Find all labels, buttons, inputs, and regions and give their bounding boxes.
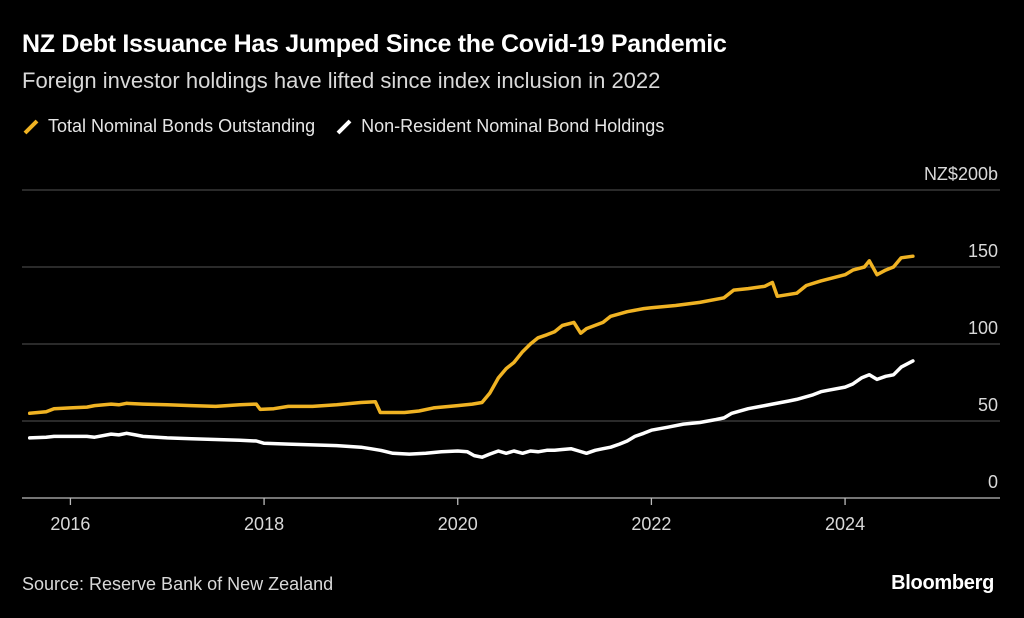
y-tick-label-200: NZ$200b xyxy=(924,164,998,184)
y-tick-label-0: 0 xyxy=(988,472,998,492)
chart-title: NZ Debt Issuance Has Jumped Since the Co… xyxy=(22,30,727,58)
y-tick-label-150: 150 xyxy=(968,241,998,261)
x-tick-label-2022: 2022 xyxy=(631,514,671,534)
y-tick-label-50: 50 xyxy=(978,395,998,415)
legend-item-total: Total Nominal Bonds Outstanding xyxy=(22,116,315,137)
chart-subtitle: Foreign investor holdings have lifted si… xyxy=(22,68,661,93)
source-note: Source: Reserve Bank of New Zealand xyxy=(22,574,334,594)
legend-swatch-total-icon xyxy=(22,118,40,136)
bloomberg-logo: Bloomberg xyxy=(891,572,994,594)
legend-item-nonresident: Non-Resident Nominal Bond Holdings xyxy=(335,116,664,137)
x-tick-label-2024: 2024 xyxy=(825,514,865,534)
x-tick-label-2016: 2016 xyxy=(50,514,90,534)
legend-label-total: Total Nominal Bonds Outstanding xyxy=(48,116,316,136)
x-tick-label-2020: 2020 xyxy=(438,514,478,534)
series-line-nonresident-holdings xyxy=(27,359,915,459)
x-tick-label-2018: 2018 xyxy=(244,514,284,534)
legend-swatch-nonresident-icon xyxy=(335,118,353,136)
series-line-total-bonds xyxy=(27,254,915,416)
y-tick-label-100: 100 xyxy=(968,318,998,338)
legend: Total Nominal Bonds Outstanding Non-Resi… xyxy=(22,116,684,137)
legend-label-nonresident: Non-Resident Nominal Bond Holdings xyxy=(361,116,665,136)
